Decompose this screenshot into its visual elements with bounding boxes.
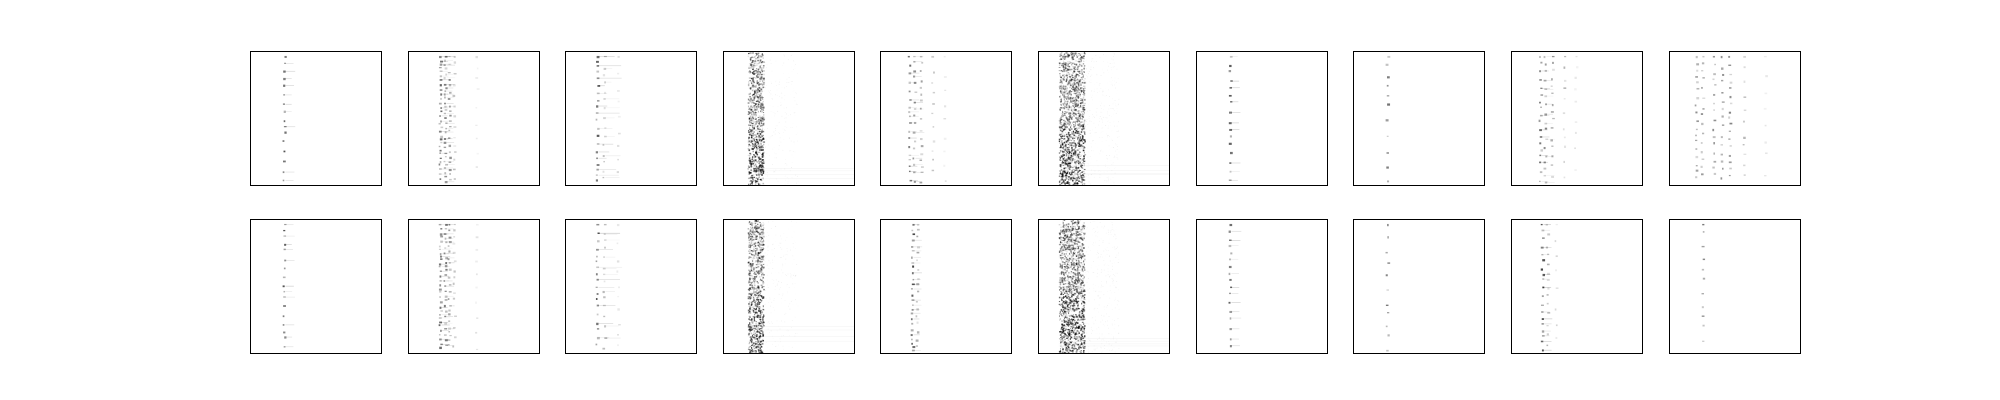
- spectrogram-image: [1385, 55, 1391, 183]
- image-panel-r2-c10: [1669, 219, 1801, 354]
- image-panel-r2-c8: [1353, 219, 1485, 354]
- image-panel-r1-c7: [1196, 51, 1328, 186]
- spectrogram-image: [1058, 220, 1169, 353]
- spectrogram-image: [1385, 223, 1391, 352]
- spectrogram-image: [595, 55, 622, 182]
- spectrogram-image: [747, 220, 854, 353]
- image-panel-r2-c1: [250, 219, 382, 354]
- spectrogram-image: [910, 223, 923, 352]
- image-panel-r2-c7: [1196, 219, 1328, 354]
- spectrogram-image: [1540, 223, 1559, 352]
- image-panel-r1-c8: [1353, 51, 1485, 186]
- image-panel-r2-c5: [880, 219, 1012, 354]
- spectrogram-image: [1694, 55, 1768, 180]
- spectrogram-image: [747, 52, 854, 185]
- spectrogram-image: [282, 223, 296, 348]
- image-panel-r1-c1: [250, 51, 382, 186]
- image-panel-r1-c10: [1669, 51, 1801, 186]
- image-panel-r1-c4: [723, 51, 855, 186]
- spectrogram-image: [438, 223, 479, 351]
- spectrogram-image: [595, 223, 623, 350]
- image-panel-r2-c2: [408, 219, 540, 354]
- spectrogram-image: [282, 55, 296, 182]
- image-panel-r1-c6: [1038, 51, 1170, 186]
- image-panel-r1-c9: [1511, 51, 1643, 186]
- image-panel-r1-c3: [565, 51, 697, 186]
- image-panel-r1-c2: [408, 51, 540, 186]
- image-panel-r2-c4: [723, 219, 855, 354]
- image-panel-r2-c6: [1038, 219, 1170, 354]
- image-panel-r2-c9: [1511, 219, 1643, 354]
- spectrogram-image: [1228, 55, 1241, 181]
- spectrogram-image: [438, 55, 480, 184]
- spectrogram-image: [1701, 223, 1706, 342]
- image-panel-r2-c3: [565, 219, 697, 354]
- spectrogram-image: [1228, 223, 1242, 348]
- image-panel-r1-c5: [880, 51, 1012, 186]
- spectrogram-image: [1538, 55, 1579, 184]
- spectrogram-image: [907, 55, 947, 184]
- spectrogram-image: [1058, 52, 1169, 185]
